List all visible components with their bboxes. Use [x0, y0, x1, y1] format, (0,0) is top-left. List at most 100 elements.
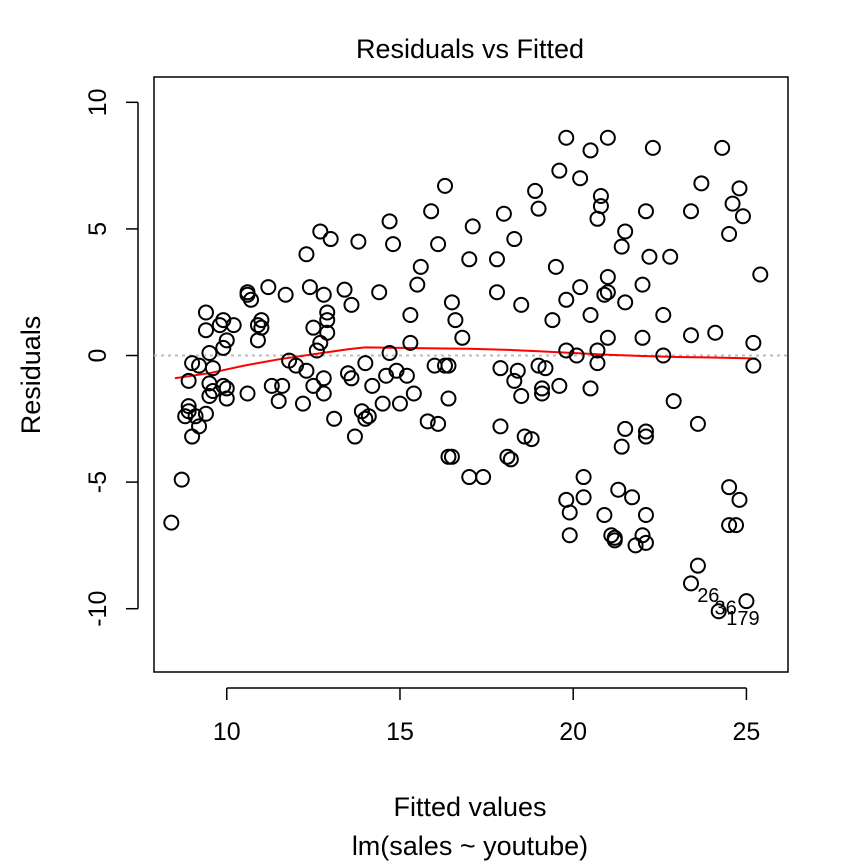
data-point: [461, 469, 478, 486]
data-point: [617, 420, 634, 437]
data-points: [163, 129, 769, 620]
data-point: [430, 236, 447, 253]
data-point: [412, 258, 429, 275]
data-point: [582, 142, 599, 159]
data-point: [530, 200, 547, 217]
data-point: [215, 339, 232, 356]
data-point: [239, 385, 256, 402]
y-tick-label: 0: [84, 349, 112, 363]
data-point: [589, 355, 606, 372]
model-formula-label: lm(sales ~ youtube): [352, 831, 588, 861]
data-point: [637, 203, 654, 220]
data-point: [721, 517, 738, 534]
y-tick-label: 5: [84, 222, 112, 236]
point-label: 26: [697, 585, 719, 607]
data-point: [315, 370, 332, 387]
data-point: [343, 370, 360, 387]
data-point: [610, 481, 627, 498]
data-point: [274, 377, 291, 394]
data-point: [534, 380, 551, 397]
data-point: [537, 360, 554, 377]
data-point: [298, 246, 315, 263]
data-point: [509, 362, 526, 379]
data-point: [443, 294, 460, 311]
data-point: [634, 329, 651, 346]
data-point: [613, 238, 630, 255]
data-point: [419, 413, 436, 430]
data-point: [346, 428, 363, 445]
data-point: [506, 231, 523, 248]
data-point: [513, 388, 530, 405]
data-point: [454, 329, 471, 346]
data-point: [592, 188, 609, 204]
data-point: [551, 377, 568, 394]
data-point: [641, 248, 658, 265]
data-point: [575, 489, 592, 506]
chart-title: Residuals vs Fitted: [356, 34, 584, 64]
data-point: [381, 213, 398, 230]
data-point: [731, 491, 748, 508]
data-point: [357, 355, 374, 372]
data-point: [360, 408, 377, 425]
data-point: [402, 334, 419, 351]
data-point: [294, 395, 311, 412]
data-point: [544, 312, 561, 329]
y-tick-label: 10: [84, 88, 112, 116]
data-point: [305, 377, 322, 394]
smoother-line: [174, 346, 757, 380]
x-tick-label: 20: [559, 718, 587, 746]
data-point: [301, 279, 318, 296]
data-point: [634, 527, 651, 544]
data-point: [197, 322, 214, 339]
point-label: 36: [715, 598, 737, 620]
y-axis: -10 -5 0 5 10: [84, 88, 139, 627]
data-point: [624, 489, 641, 506]
data-point: [385, 236, 402, 253]
x-axis-title: Fitted values: [393, 792, 546, 822]
data-point: [637, 423, 654, 440]
data-point: [599, 269, 616, 286]
point-label: 179: [726, 608, 759, 630]
data-point: [391, 395, 408, 412]
data-point: [551, 162, 568, 179]
data-point: [381, 344, 398, 361]
data-point: [225, 317, 242, 334]
data-point: [263, 377, 280, 394]
data-point: [617, 223, 634, 240]
data-point: [523, 431, 540, 448]
data-point: [613, 438, 630, 455]
data-point: [374, 395, 391, 412]
data-point: [582, 307, 599, 323]
data-point: [568, 347, 585, 364]
x-tick-label: 15: [386, 718, 414, 746]
data-point: [738, 593, 755, 610]
data-point: [637, 428, 654, 445]
data-point: [710, 603, 727, 620]
data-point: [682, 203, 699, 220]
data-point: [364, 377, 381, 394]
data-point: [430, 415, 447, 432]
data-point: [558, 291, 575, 308]
data-point: [405, 385, 422, 402]
data-point: [308, 342, 325, 359]
data-point: [461, 251, 478, 268]
data-point: [644, 139, 661, 156]
x-tick-label: 10: [213, 718, 241, 746]
data-point: [527, 182, 544, 199]
data-point: [492, 360, 509, 377]
data-point: [606, 529, 623, 546]
data-point: [662, 248, 679, 265]
data-point: [437, 177, 454, 194]
data-point: [253, 319, 270, 336]
data-point: [319, 324, 336, 341]
data-point: [492, 418, 509, 435]
data-point: [721, 479, 738, 496]
data-point: [592, 198, 609, 215]
data-point: [464, 218, 481, 235]
data-point: [707, 324, 724, 341]
x-axis: 10 15 20 25: [213, 687, 760, 746]
data-point: [637, 507, 654, 524]
data-point: [197, 405, 214, 422]
data-point: [495, 205, 512, 222]
data-point: [260, 279, 277, 296]
